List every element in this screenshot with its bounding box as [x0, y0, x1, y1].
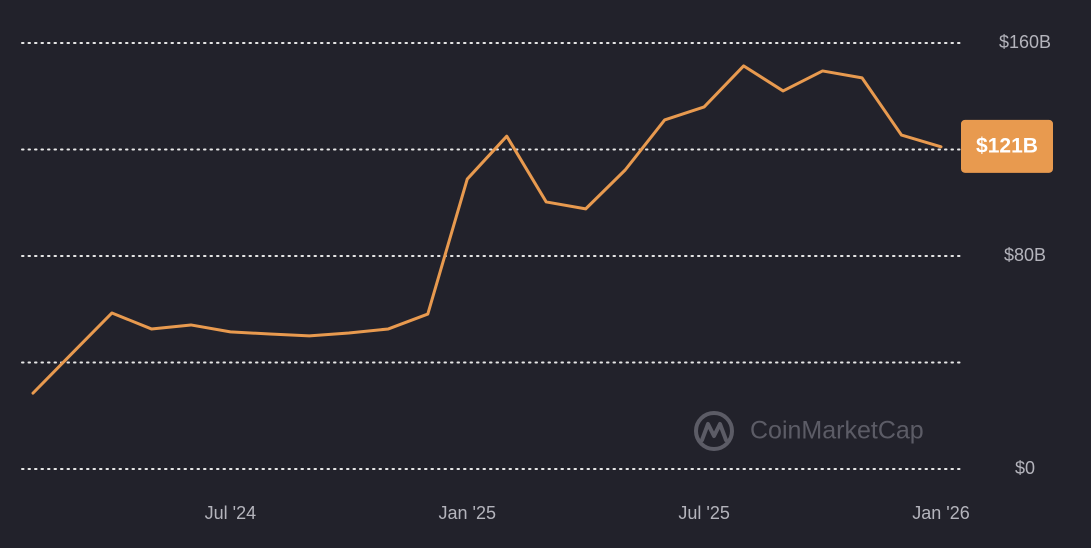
- y-tick-label: $80B: [1004, 245, 1046, 265]
- current-label: $121B: [976, 134, 1038, 157]
- x-tick-label: Jan '26: [912, 503, 969, 523]
- x-tick-label: Jan '25: [439, 503, 496, 523]
- watermark-logo: [694, 411, 734, 451]
- current-badge: [961, 119, 1053, 173]
- x-tick-label: Jul '24: [205, 503, 256, 523]
- x-tick-label: Jul '25: [678, 503, 729, 523]
- line: [31, 64, 943, 395]
- y-tick-label: $0: [1015, 458, 1035, 478]
- watermark: CoinMarketCap: [750, 417, 924, 445]
- y-tick-label: $160B: [999, 32, 1051, 52]
